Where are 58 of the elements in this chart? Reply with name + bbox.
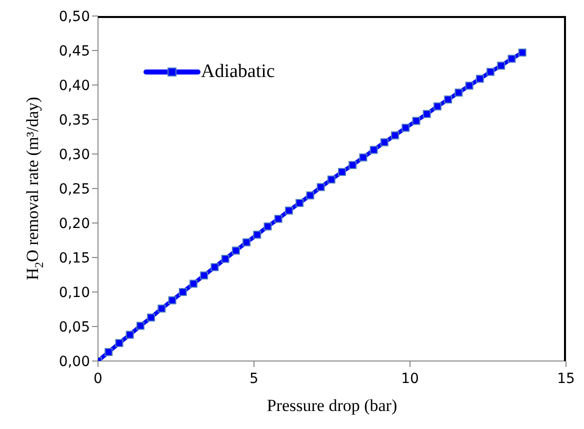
point: [327, 176, 336, 184]
point: [126, 330, 134, 339]
point: [284, 206, 293, 215]
point: [178, 288, 187, 296]
point: [221, 254, 230, 263]
point: [370, 146, 378, 154]
x-tick-label: 15: [557, 371, 575, 387]
point: [391, 131, 400, 140]
y-tick-label: 0,20: [58, 216, 90, 232]
point: [380, 138, 388, 146]
point: [189, 280, 198, 288]
point: [158, 304, 166, 313]
point: [296, 198, 304, 207]
point: [168, 296, 176, 304]
point: [454, 88, 463, 97]
point: [147, 314, 156, 322]
point: [486, 68, 494, 76]
point: [359, 153, 368, 162]
point: [508, 54, 516, 63]
point: [316, 183, 325, 192]
point: [115, 339, 124, 348]
point: [136, 322, 144, 330]
x-tick-label: 0: [94, 371, 102, 387]
y-tick-label: 0,30: [58, 146, 90, 163]
point: [422, 110, 431, 118]
legend-label: Adiabatic: [201, 61, 275, 83]
point: [264, 222, 272, 230]
x-tick-label: 10: [401, 371, 419, 387]
point: [433, 102, 442, 110]
point: [402, 124, 410, 132]
point: [210, 263, 219, 272]
y-tick-label: 0,35: [58, 112, 90, 128]
point: [104, 348, 113, 356]
point: [274, 214, 282, 223]
point: [348, 161, 357, 170]
point: [200, 271, 208, 280]
y-tick-label: 0,40: [58, 78, 90, 94]
point: [242, 238, 251, 246]
point: [476, 74, 484, 83]
y-tick-label: 0,05: [58, 319, 90, 336]
x-tick-label: 5: [250, 371, 258, 387]
point: [412, 116, 420, 125]
point: [338, 168, 346, 176]
y-tick-label: 0,00: [58, 354, 90, 370]
y-tick-label: 0,45: [58, 43, 90, 60]
point: [518, 48, 526, 57]
point: [232, 246, 240, 255]
y-tick-label: 0,50: [58, 8, 90, 25]
point: [253, 230, 262, 239]
x-axis-title: Pressure drop (bar): [266, 396, 398, 415]
y-tick-label: 0,10: [58, 284, 90, 301]
point: [497, 62, 506, 70]
point: [465, 82, 474, 90]
point: [306, 191, 314, 200]
point: [444, 95, 452, 104]
y-tick-label: 0,15: [58, 250, 90, 266]
legend-box: Adiabatic: [143, 61, 275, 83]
y-tick-label: 0,25: [58, 181, 90, 198]
